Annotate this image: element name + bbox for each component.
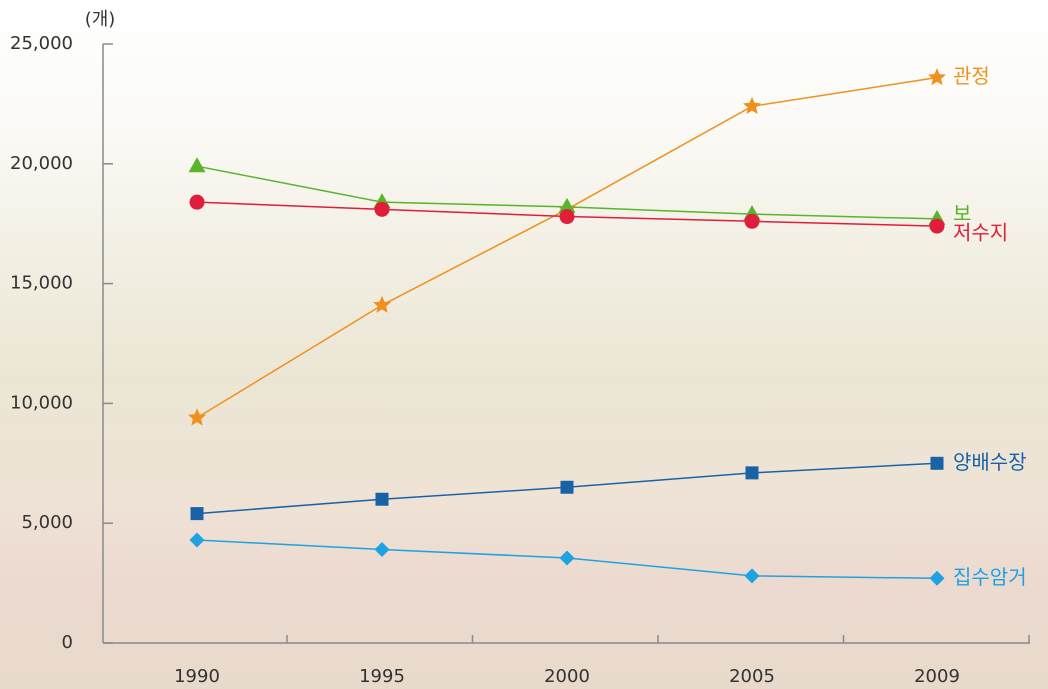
y-tick-label: 0 (62, 632, 73, 653)
unit-label: (개) (85, 9, 116, 30)
series-label: 집수암거 (953, 565, 1027, 589)
series-line (197, 78, 937, 418)
y-tick-label: 25,000 (10, 33, 73, 54)
x-tick-label: 2000 (544, 666, 590, 687)
marker (560, 550, 575, 565)
marker (743, 97, 761, 114)
marker (190, 532, 205, 547)
x-tick-label: 1995 (359, 666, 405, 687)
marker (745, 568, 760, 583)
marker (746, 466, 759, 479)
marker (188, 408, 206, 425)
marker (560, 209, 575, 224)
marker (191, 507, 204, 520)
marker (189, 157, 206, 172)
y-tick-label: 10,000 (10, 392, 73, 413)
marker (376, 493, 389, 506)
marker (931, 457, 944, 470)
marker (928, 68, 946, 85)
marker (375, 542, 390, 557)
marker (190, 195, 205, 210)
y-tick-label: 5,000 (21, 512, 73, 533)
series-label: 저수지 (953, 221, 1008, 245)
marker (375, 202, 390, 217)
chart: (개) 0 5,000 10,000 15,000 20,000 25,000 1990 19… (0, 0, 1048, 689)
x-tick-label: 2009 (914, 666, 960, 687)
page: (개) 0 5,000 10,000 15,000 20,000 25,000 1990 19… (0, 0, 1048, 689)
marker (373, 296, 391, 313)
x-tick-label: 1990 (174, 666, 220, 687)
marker (745, 214, 760, 229)
marker (561, 481, 574, 494)
series-label: 관정 (953, 64, 990, 88)
y-tick-label: 20,000 (10, 153, 73, 174)
marker (930, 219, 945, 234)
marker (930, 571, 945, 586)
y-tick-label: 15,000 (10, 273, 73, 294)
series-label: 양배수장 (953, 450, 1027, 474)
x-tick-label: 2005 (729, 666, 775, 687)
